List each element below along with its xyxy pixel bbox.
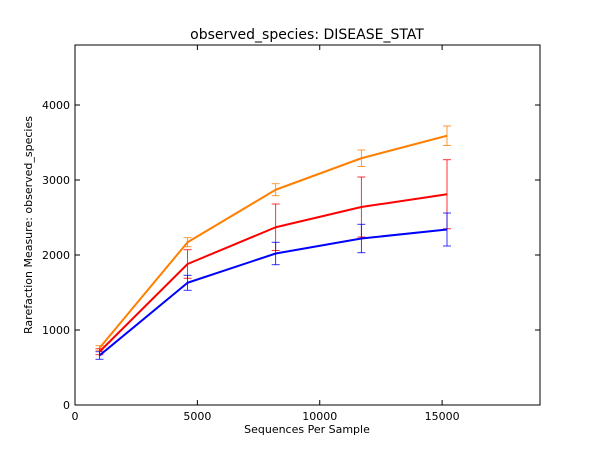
x-tick-label: 5000 bbox=[183, 410, 211, 423]
plot-frame bbox=[74, 44, 541, 406]
x-tick-label: 10000 bbox=[302, 410, 337, 423]
series-line-2 bbox=[98, 193, 448, 353]
series-line-1 bbox=[98, 134, 448, 349]
y-tick-label: 1000 bbox=[42, 324, 70, 337]
y-tick-label: 3000 bbox=[42, 174, 70, 187]
y-tick-label: 0 bbox=[63, 399, 70, 412]
plot-area: 0 5000 10000 15000 0 1000 2000 3000 4000 bbox=[42, 44, 541, 423]
y-tick-label: 2000 bbox=[42, 249, 70, 262]
x-axis-label: Sequences Per Sample bbox=[244, 423, 370, 436]
series-line-3 bbox=[98, 228, 448, 357]
y-tick-label: 4000 bbox=[42, 99, 70, 112]
x-tick-label: 15000 bbox=[425, 410, 460, 423]
x-tick-label: 0 bbox=[72, 410, 79, 423]
y-axis-label: Rarefaction Measure: observed_species bbox=[22, 116, 35, 334]
chart-title: observed_species: DISEASE_STAT bbox=[190, 27, 424, 43]
